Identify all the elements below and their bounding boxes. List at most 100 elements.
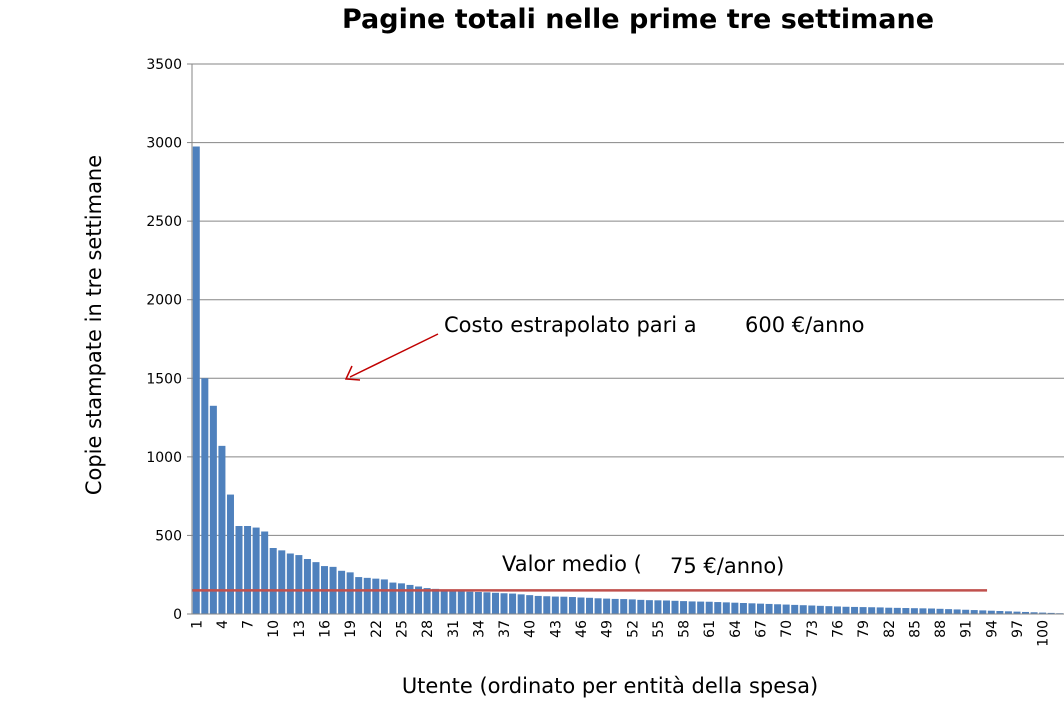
x-tick-label: 22	[369, 620, 385, 638]
x-tick-label: 91	[959, 620, 975, 638]
bar	[295, 555, 303, 614]
x-tick-label: 67	[754, 620, 770, 638]
bar	[526, 595, 534, 614]
bar	[278, 550, 286, 614]
bar	[209, 405, 217, 614]
x-tick-label: 70	[779, 620, 795, 638]
y-tick-label: 3500	[146, 57, 182, 73]
bar	[1022, 611, 1030, 614]
bar	[662, 600, 670, 614]
x-tick-label: 100	[1036, 620, 1052, 647]
bar	[1047, 612, 1055, 614]
x-tick-label: 13	[292, 620, 308, 638]
bar	[577, 597, 585, 614]
bar	[816, 605, 824, 614]
x-tick-labels: 1 4 7 10 13 16 19 22 25 28 31 34 37 40 43 46 49 52 55 58 61 6…	[189, 620, 1051, 647]
bar	[517, 594, 525, 614]
mean-annotation-text: Valor medio (	[502, 552, 642, 576]
x-tick-label: 58	[677, 620, 693, 638]
x-tick-label: 7	[241, 620, 257, 629]
x-tick-label: 49	[600, 620, 616, 638]
x-tick-label: 40	[523, 620, 539, 638]
bar	[543, 596, 551, 614]
x-tick-label: 97	[1010, 620, 1026, 638]
bar	[970, 610, 978, 614]
x-tick-label: 37	[497, 620, 513, 638]
x-tick-label: 82	[882, 620, 898, 638]
bar	[491, 592, 499, 614]
cost-annotation-text: Costo estrapolato pari a	[444, 313, 697, 337]
x-tick-label: 25	[394, 620, 410, 638]
y-tick-labels: 0 500 1000 1500 2000 2500 3000 3500	[146, 57, 192, 623]
y-tick-label: 2500	[146, 214, 182, 230]
bar	[483, 592, 491, 614]
bar	[303, 559, 311, 614]
x-tick-label: 43	[548, 620, 564, 638]
bar	[927, 608, 935, 614]
bar	[534, 595, 542, 614]
x-tick-label: 4	[215, 620, 231, 629]
bar	[363, 577, 371, 614]
cost-annotation-value: 600 €/anno	[745, 313, 865, 337]
y-tick-label: 1500	[146, 371, 182, 387]
bar	[654, 600, 662, 614]
bar	[423, 588, 431, 614]
x-tick-label: 46	[574, 620, 590, 638]
x-axis-label: Utente (ordinato per entità della spesa)	[402, 674, 818, 698]
bar	[791, 604, 799, 614]
y-tick-label: 3000	[146, 136, 182, 152]
bar	[799, 605, 807, 614]
bar	[688, 601, 696, 614]
x-tick-label: 76	[830, 620, 846, 638]
bar	[611, 598, 619, 614]
bar	[372, 578, 380, 614]
bar	[252, 527, 260, 614]
bar	[808, 605, 816, 614]
bar	[919, 608, 927, 614]
bar	[235, 526, 243, 614]
bar	[509, 593, 517, 614]
x-tick-label: 85	[907, 620, 923, 638]
bar	[586, 597, 594, 614]
arrow-head-icon	[344, 365, 361, 381]
bar	[355, 577, 363, 614]
bar	[842, 606, 850, 614]
y-tick-label: 0	[173, 607, 182, 623]
bar	[893, 607, 901, 614]
bar	[568, 597, 576, 614]
bar	[645, 600, 653, 614]
bar	[825, 606, 833, 614]
arrow-shaft	[349, 333, 439, 378]
bar	[765, 603, 773, 614]
x-tick-label: 61	[702, 620, 718, 638]
bar	[620, 599, 628, 614]
bar	[953, 609, 961, 614]
bar	[714, 602, 722, 614]
bar	[876, 607, 884, 614]
x-tick-label: 1	[189, 620, 205, 629]
bar	[449, 590, 457, 614]
bar	[868, 607, 876, 614]
x-tick-label: 55	[651, 620, 667, 638]
bar	[244, 526, 252, 614]
bar	[739, 603, 747, 614]
bar	[397, 583, 405, 614]
bar	[962, 609, 970, 614]
x-tick-label: 73	[805, 620, 821, 638]
bar	[902, 608, 910, 614]
y-tick-label: 500	[155, 528, 182, 544]
bar	[671, 600, 679, 614]
mean-annotation-value: 75 €/anno)	[670, 554, 784, 578]
bar	[603, 598, 611, 614]
bar	[269, 548, 277, 614]
x-tick-label: 52	[625, 620, 641, 638]
bars	[192, 146, 1064, 614]
x-tick-label: 64	[728, 620, 744, 638]
bar	[996, 611, 1004, 614]
bar	[731, 602, 739, 614]
x-tick-label: 88	[933, 620, 949, 638]
bar	[432, 588, 440, 614]
bar	[551, 596, 559, 614]
bar	[286, 553, 294, 614]
